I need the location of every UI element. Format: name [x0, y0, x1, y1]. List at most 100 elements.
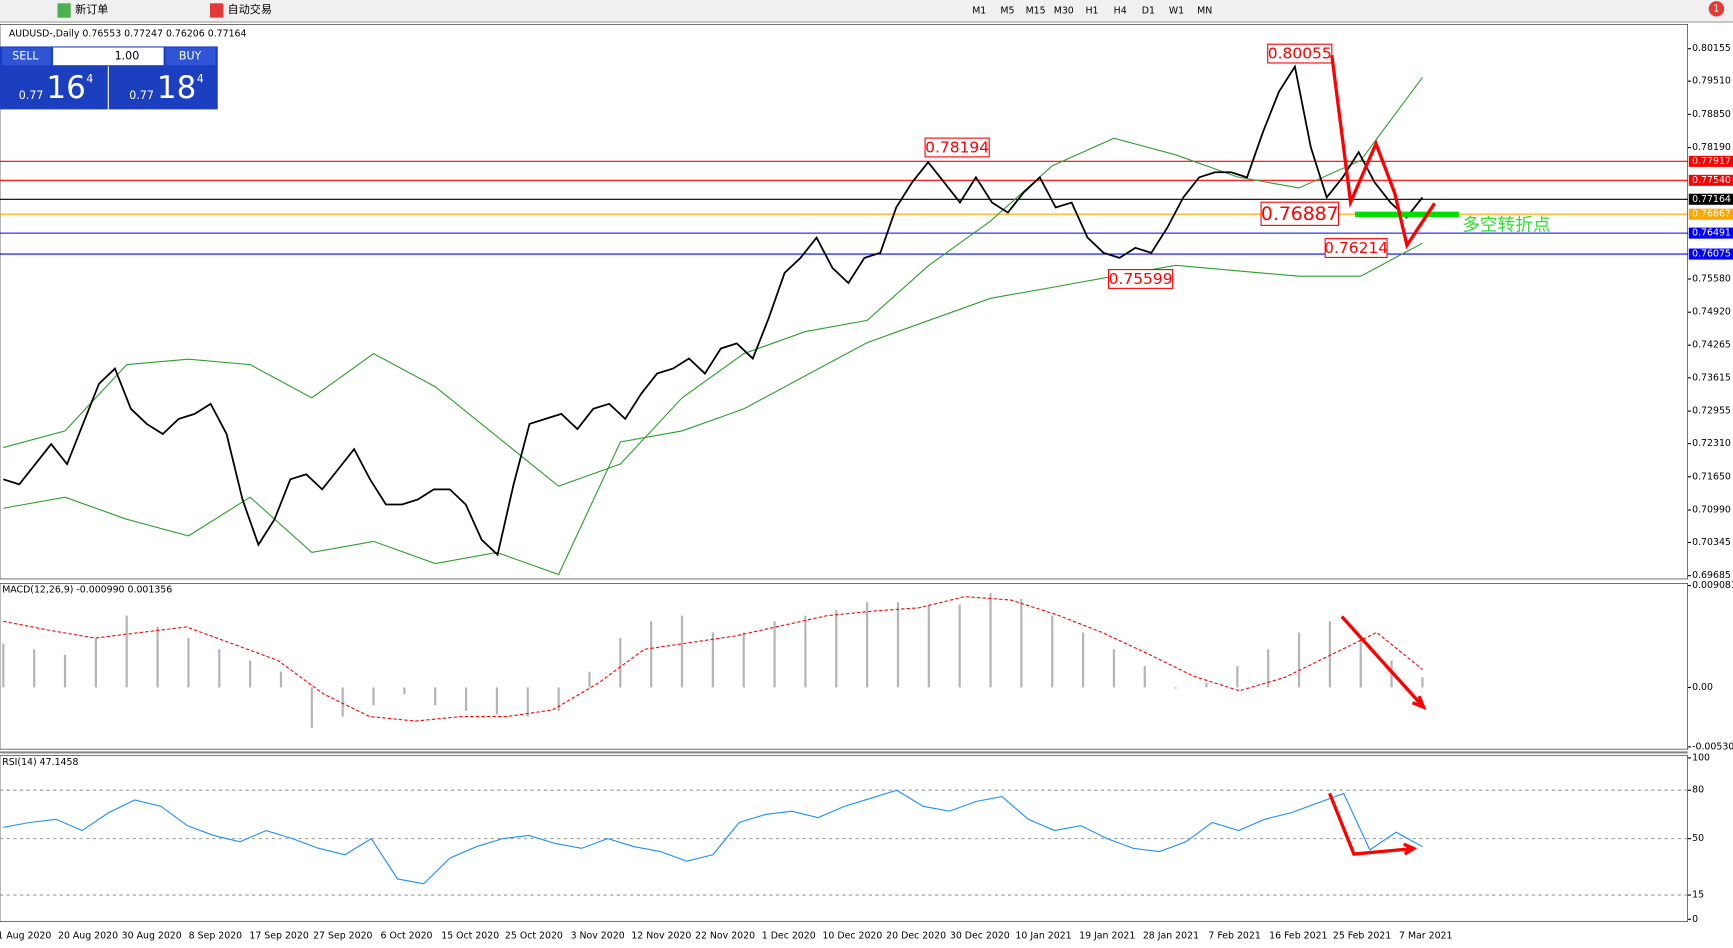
x-tick-label: 12 Nov 2020	[631, 930, 691, 941]
x-tick-label: 1 Aug 2020	[0, 930, 51, 941]
buy-button[interactable]	[165, 47, 216, 66]
x-tick-label: 7 Feb 2021	[1208, 930, 1260, 941]
y-tick-label: 0.74265	[1692, 340, 1731, 351]
x-tick-label: 10 Dec 2020	[822, 930, 882, 941]
y-tick-label: 0.72310	[1692, 438, 1731, 449]
timeframe-button[interactable]: M15	[1026, 6, 1046, 17]
x-tick-label: 28 Jan 2021	[1143, 930, 1199, 941]
x-tick-label: 1 Dec 2020	[762, 930, 816, 941]
rsi-title: RSI(14) 47.1458	[2, 757, 78, 768]
y-tick-label: 0.69685	[1692, 570, 1731, 581]
y-tick-label: 0	[1692, 914, 1698, 925]
annotation: 0.76887	[1261, 204, 1339, 225]
timeframe-button[interactable]: M30	[1054, 6, 1074, 17]
timeframe-button[interactable]: H4	[1114, 6, 1127, 17]
auto-trade-icon[interactable]	[209, 3, 224, 18]
annotation: 0.76214	[1324, 239, 1388, 257]
buy-price-sup: 4	[197, 73, 204, 86]
timeframe-button[interactable]: M5	[1000, 6, 1014, 17]
timeframe-button[interactable]: H1	[1085, 6, 1098, 17]
timeframe-button[interactable]: D1	[1142, 6, 1155, 17]
x-tick-label: 16 Feb 2021	[1269, 930, 1327, 941]
sell-price-prefix: 0.77	[19, 89, 44, 102]
price-level-label: 0.77164	[1692, 194, 1731, 205]
timeframe-button[interactable]: W1	[1169, 6, 1184, 17]
y-tick-label: 15	[1692, 890, 1704, 901]
timeframe-button[interactable]: M1	[972, 6, 986, 17]
y-tick-label: 0.73615	[1692, 372, 1731, 383]
y-tick-label: 80	[1692, 785, 1704, 796]
lots-value[interactable]: 1.00	[115, 49, 140, 62]
y-tick-label: -0.005306	[1692, 741, 1733, 752]
x-tick-label: 20 Dec 2020	[886, 930, 946, 941]
buy-price-prefix: 0.77	[129, 89, 154, 102]
chart-title: AUDUSD-,Daily 0.76553 0.77247 0.76206 0.…	[9, 29, 247, 40]
macd-frame	[0, 583, 1688, 750]
sell-price-sup: 4	[86, 73, 93, 86]
y-tick-label: 100	[1692, 752, 1710, 763]
trade-panel: SELL 1.00 BUY 0.77 16 4 0.77 18 4	[0, 46, 218, 110]
x-tick-label: 6 Oct 2020	[381, 930, 433, 941]
x-tick-label: 3 Nov 2020	[571, 930, 625, 941]
annotation: 多空转折点	[1462, 214, 1550, 235]
notification-count: 1	[1713, 3, 1719, 14]
auto-trade-button[interactable]: 自动交易	[228, 2, 272, 16]
annotations: 0.80055 0.78194 0.76887 0.76214 0.75599 …	[924, 43, 1551, 856]
bollinger-upper	[3, 77, 1423, 487]
sell-button[interactable]	[2, 47, 51, 66]
macd-title: MACD(12,26,9) -0.000990 0.001356	[2, 585, 172, 596]
price-level-label: 0.76075	[1692, 249, 1731, 260]
x-tick-label: 10 Jan 2021	[1015, 930, 1071, 941]
x-tick-label: 8 Sep 2020	[189, 930, 242, 941]
lots-input[interactable]	[53, 47, 164, 66]
macd-signal	[3, 596, 1423, 722]
price-line	[3, 64, 1424, 557]
y-tick-label: 0.78850	[1692, 109, 1731, 120]
x-tick-label: 19 Jan 2021	[1079, 930, 1135, 941]
x-tick-label: 27 Sep 2020	[313, 930, 372, 941]
price-level-tag	[1688, 248, 1733, 260]
y-tick-label: 0.80155	[1692, 43, 1731, 54]
y-tick-label: 0.79510	[1692, 76, 1731, 87]
timeframe-button[interactable]: MN	[1197, 6, 1212, 17]
x-tick-label: 7 Mar 2021	[1399, 930, 1453, 941]
annotation: 0.78194	[925, 139, 989, 157]
y-tick-label: 50	[1692, 833, 1704, 844]
x-tick-label: 15 Oct 2020	[441, 930, 499, 941]
y-tick-label: 0.75580	[1692, 273, 1731, 284]
x-tick-label: 20 Aug 2020	[58, 930, 118, 941]
price-level-tag	[1688, 227, 1733, 239]
rsi-line	[3, 789, 1423, 885]
x-tick-label: 25 Oct 2020	[505, 930, 563, 941]
sell-label[interactable]: SELL	[12, 49, 39, 62]
toolbar	[0, 0, 1733, 23]
y-tick-label: 0.70990	[1692, 505, 1731, 516]
sell-price-big: 16	[46, 70, 85, 106]
x-tick-label: 25 Feb 2021	[1333, 930, 1391, 941]
price-level-label: 0.77917	[1692, 156, 1731, 167]
new-order-button[interactable]: 新订单	[75, 2, 108, 16]
y-tick-label: 0.70345	[1692, 537, 1731, 548]
price-level-tag	[1688, 193, 1733, 205]
x-tick-label: 17 Sep 2020	[249, 930, 308, 941]
notification-badge[interactable]	[1708, 1, 1725, 17]
annotation: 0.75599	[1109, 270, 1173, 288]
bollinger-lower	[3, 242, 1423, 576]
price-level-label: 0.76491	[1692, 228, 1731, 239]
buy-label[interactable]: BUY	[179, 49, 202, 62]
y-tick-label: 0.74920	[1692, 307, 1731, 318]
y-tick-label: 0.00	[1692, 682, 1713, 693]
price-level-tag	[1688, 174, 1733, 186]
price-level-label: 0.76867	[1692, 209, 1731, 220]
new-order-icon[interactable]	[57, 3, 71, 18]
price-level-label: 0.77540	[1692, 175, 1731, 186]
y-tick-label: 0.72955	[1692, 406, 1731, 417]
annotation: 0.80055	[1268, 45, 1332, 63]
buy-price-big: 18	[157, 70, 196, 106]
x-tick-label: 22 Nov 2020	[695, 930, 755, 941]
y-tick-label: 0.78190	[1692, 142, 1731, 153]
price-level-tag	[1688, 155, 1733, 167]
price-level-tag	[1688, 208, 1733, 220]
